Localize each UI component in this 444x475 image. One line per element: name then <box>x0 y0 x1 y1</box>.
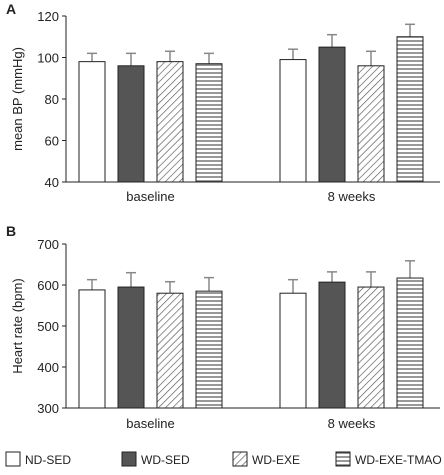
bar <box>117 65 145 183</box>
y-tick-label: 600 <box>37 278 59 293</box>
y-axis-label: mean BP (mmHg) <box>10 47 25 151</box>
bar <box>78 289 106 409</box>
bar <box>195 63 223 183</box>
y-tick-label: 400 <box>37 360 59 375</box>
legend-label: WD-EXE <box>252 453 300 467</box>
y-tick-label: 500 <box>37 319 59 334</box>
y-tick-label: 60 <box>45 134 59 149</box>
x-tick-label: baseline <box>126 416 174 431</box>
bar <box>396 277 424 409</box>
y-tick-label: 300 <box>37 401 59 416</box>
bar <box>78 61 106 183</box>
bar <box>318 46 346 183</box>
legend-label: WD-SED <box>141 453 190 467</box>
bar <box>156 292 184 409</box>
bar <box>156 61 184 183</box>
legend-swatch <box>232 451 248 467</box>
legend-swatch <box>5 451 21 467</box>
y-tick-label: 120 <box>37 9 59 24</box>
y-tick-label: 40 <box>45 175 59 190</box>
legend-label: WD-EXE-TMAO <box>355 453 442 467</box>
panel-letter: A <box>6 1 16 17</box>
bar <box>357 65 385 183</box>
y-tick-label: 80 <box>45 92 59 107</box>
y-tick-label: 100 <box>37 51 59 66</box>
legend-label: ND-SED <box>25 453 71 467</box>
panel-letter: B <box>6 223 16 239</box>
x-tick-label: baseline <box>126 189 174 204</box>
bar <box>318 281 346 409</box>
legend-swatch <box>335 451 351 467</box>
x-tick-label: 8 weeks <box>328 416 376 431</box>
bar <box>357 286 385 409</box>
panel-b: B Heart rate (bpm) 300 400 500 600 700 baseline… <box>6 223 440 431</box>
y-axis-label: Heart rate (bpm) <box>10 278 25 373</box>
bar <box>396 36 424 183</box>
bar <box>279 292 307 409</box>
y-tick-label: 700 <box>37 237 59 252</box>
bar <box>195 290 223 409</box>
legend: ND-SED WD-SED WD-EXE WD-EXE-TMAO <box>5 451 442 467</box>
bar <box>117 286 145 409</box>
legend-swatch <box>121 451 137 467</box>
bar <box>279 59 307 183</box>
x-tick-label: 8 weeks <box>328 189 376 204</box>
